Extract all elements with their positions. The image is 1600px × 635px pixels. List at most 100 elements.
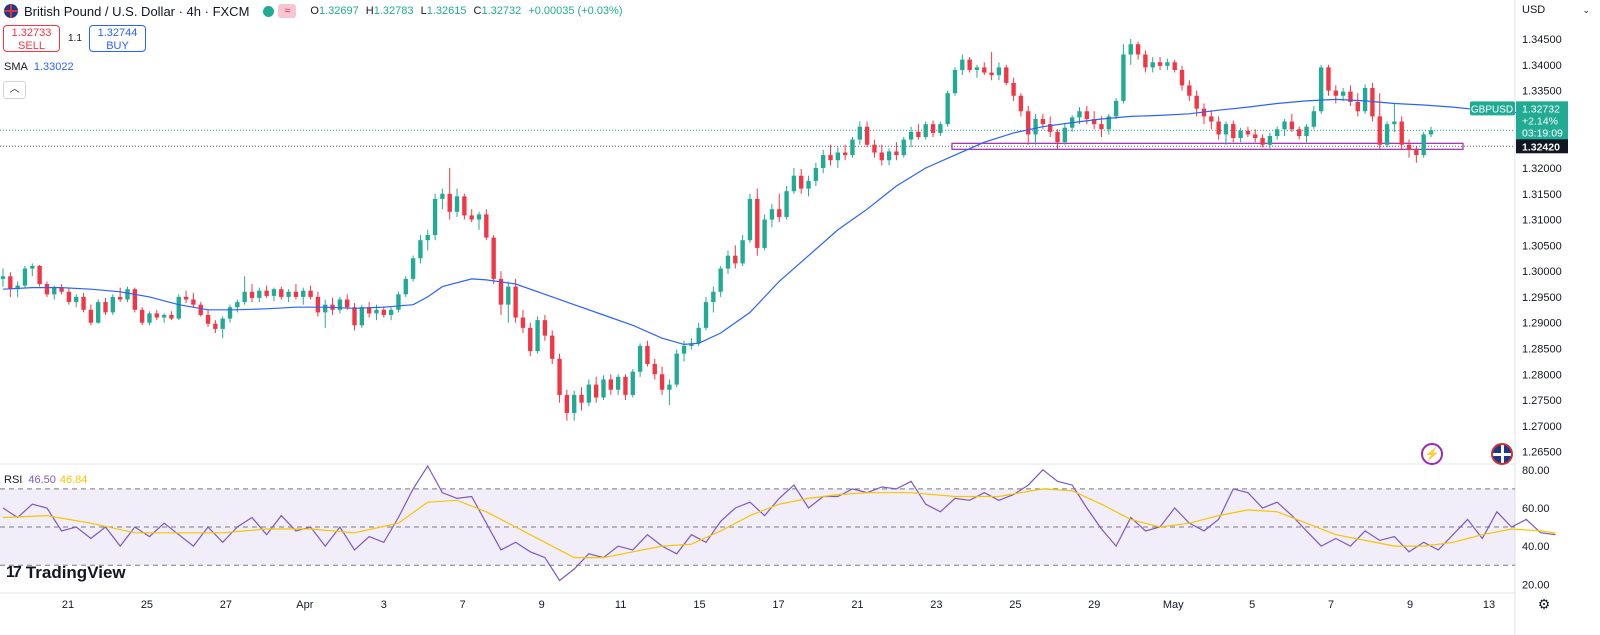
collapse-legend-button[interactable]: ︿ (3, 81, 26, 99)
candle-body (293, 291, 299, 297)
candle-body (227, 307, 233, 319)
candle (725, 250, 731, 274)
candle (154, 309, 159, 321)
candle-body (711, 291, 716, 303)
time-tick-label: 29 (1088, 599, 1100, 611)
candle-body (960, 59, 965, 70)
candle (572, 390, 577, 421)
rsi-ma-line (2, 488, 1556, 559)
candle (755, 188, 760, 256)
rsi-tick-label: 80.00 (1522, 465, 1550, 477)
candle-body (117, 296, 123, 300)
candle (1143, 50, 1148, 73)
candle (315, 291, 321, 317)
settings-gear-icon[interactable]: ⚙ (1537, 596, 1551, 612)
candle-body (967, 59, 972, 70)
level-badge-label: 1.32420 (1522, 141, 1560, 153)
price-tick-label: 1.31500 (1522, 189, 1562, 201)
sma-name: SMA (4, 61, 28, 73)
candle-body (777, 209, 782, 217)
candle-body (374, 309, 379, 314)
candle-body (169, 314, 174, 319)
price-tick-label: 1.29500 (1522, 292, 1562, 304)
candle-body (447, 193, 452, 212)
candle-body (996, 67, 1002, 76)
candle (462, 193, 467, 220)
candle-body (982, 67, 987, 73)
candle (747, 193, 753, 243)
candle (967, 57, 972, 73)
price-tick-label: 1.27500 (1522, 395, 1562, 407)
candle (938, 121, 943, 136)
price-tick-label: 1.28000 (1522, 369, 1562, 381)
candle (1165, 58, 1170, 70)
candle-body (674, 353, 679, 385)
candle (213, 320, 218, 334)
candle-body (88, 309, 94, 323)
last-price-badge (1516, 101, 1568, 142)
currency-label: USD (1522, 4, 1546, 16)
rsi-value: 46.50 (28, 474, 56, 486)
time-tick-label: Apr (296, 599, 313, 611)
candle-body (1033, 118, 1038, 135)
candle-body (249, 291, 255, 298)
market-open-icon[interactable] (263, 5, 275, 17)
candle (557, 353, 562, 403)
ohlc-key: O (310, 5, 319, 17)
price-tick-label: 1.34500 (1522, 34, 1562, 46)
candle-body (1348, 91, 1353, 102)
candle (205, 309, 211, 327)
candle (1340, 88, 1346, 101)
candle-body (1121, 54, 1126, 101)
uk-flag-event-icon[interactable] (1491, 443, 1513, 465)
candle (271, 287, 277, 302)
candle (235, 299, 240, 313)
symbol-header: British Pound / U.S. Dollar · 4h · FXCM … (0, 0, 627, 22)
candle (425, 229, 430, 251)
sma-legend[interactable]: SMA 1.33022 (4, 61, 74, 73)
ohlc-readout: O1.32697 H1.32783 L1.32615 C1.32732 +0.0… (310, 5, 626, 17)
chevron-up-icon: ︿ (9, 84, 20, 95)
candle-body (315, 296, 321, 313)
candle (279, 286, 284, 300)
candle (96, 299, 101, 324)
candle (894, 142, 899, 161)
candle (1238, 127, 1243, 143)
candle-body (344, 299, 350, 308)
candle (659, 366, 665, 395)
price-tick-label: 1.32000 (1522, 163, 1562, 175)
candle (1216, 116, 1221, 140)
candle (498, 271, 504, 315)
candle-body (623, 376, 628, 395)
data-feed-icon[interactable]: ≈ (278, 4, 297, 18)
candle (1150, 57, 1155, 73)
candle (183, 290, 189, 304)
candle (1289, 113, 1295, 132)
candle (1113, 98, 1119, 119)
lightning-icon[interactable]: ⚡ (1421, 443, 1443, 465)
candle (257, 287, 262, 303)
candle-body (132, 289, 138, 310)
candle-body (1216, 121, 1221, 135)
candle-body (813, 167, 819, 181)
currency-selector[interactable]: USD ⌄ (1516, 0, 1600, 20)
candle (784, 186, 789, 220)
sell-button[interactable]: 1.32733 SELL (3, 25, 60, 52)
candle-body (476, 214, 482, 220)
candle-body (835, 152, 841, 161)
tradingview-logo[interactable]: 17 TradingView (6, 563, 126, 583)
candle-body (989, 72, 994, 76)
symbol-title[interactable]: British Pound / U.S. Dollar · 4h · FXCM (24, 3, 250, 19)
buy-button[interactable]: 1.32744 BUY (89, 25, 146, 52)
candle-body (1421, 134, 1426, 156)
candle-body (1084, 111, 1090, 119)
candle-body (381, 309, 386, 315)
candle-body (608, 379, 614, 390)
candle (1421, 131, 1426, 158)
ohlc-key: L (420, 5, 427, 17)
rsi-legend[interactable]: RSI 46.50 46.84 (4, 474, 87, 486)
candle (1296, 126, 1302, 140)
candle-body (1399, 121, 1404, 145)
candle-body (1340, 91, 1346, 96)
